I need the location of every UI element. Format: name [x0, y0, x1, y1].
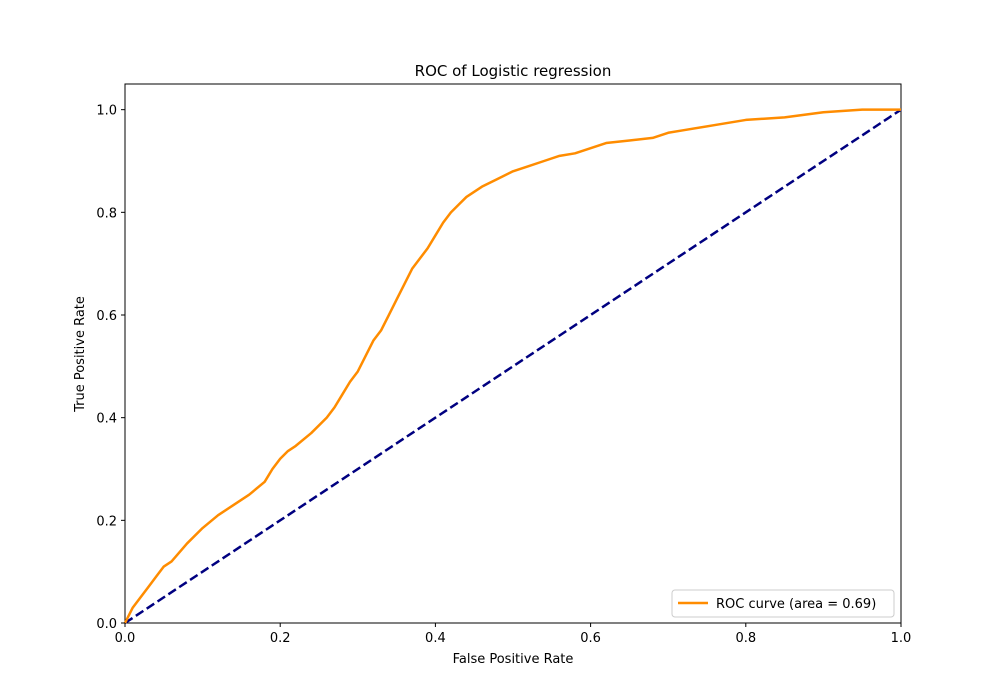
plot-area: 0.0 0.2 0.4 0.6 0.8 1.0 0.0 0.2 0.4 0.6 0.8 1.0 — [96, 83, 912, 646]
legend-label-roc: ROC curve (area = 0.69) — [716, 597, 876, 612]
legend-box — [671, 589, 895, 618]
x-tick-label: 1.0 — [891, 631, 912, 646]
y-axis-label: True Positive Rate — [73, 296, 88, 413]
y-tick-label: 0.2 — [96, 514, 117, 529]
chance-diagonal-line — [124, 108, 902, 625]
y-tick-label: 1.0 — [96, 104, 117, 119]
chart-title: ROC of Logistic regression — [415, 62, 612, 80]
series-layer — [123, 108, 902, 625]
plot-frame — [124, 83, 902, 624]
roc-curve-line — [123, 108, 901, 624]
y-axis-ticks: 0.0 0.2 0.4 0.6 0.8 1.0 — [96, 104, 125, 632]
x-axis-label: False Positive Rate — [453, 652, 574, 667]
x-tick-label: 0.2 — [270, 631, 291, 646]
y-tick-label: 0.0 — [96, 617, 117, 632]
x-tick-label: 0.6 — [580, 631, 601, 646]
x-tick-label: 0.0 — [115, 631, 136, 646]
x-tick-label: 0.8 — [735, 631, 756, 646]
y-tick-label: 0.4 — [96, 412, 117, 427]
legend: ROC curve (area = 0.69) — [671, 589, 895, 618]
x-axis-ticks: 0.0 0.2 0.4 0.6 0.8 1.0 — [115, 623, 912, 646]
x-tick-label: 0.4 — [425, 631, 446, 646]
y-tick-label: 0.8 — [96, 206, 117, 221]
y-tick-label: 0.6 — [96, 309, 117, 324]
